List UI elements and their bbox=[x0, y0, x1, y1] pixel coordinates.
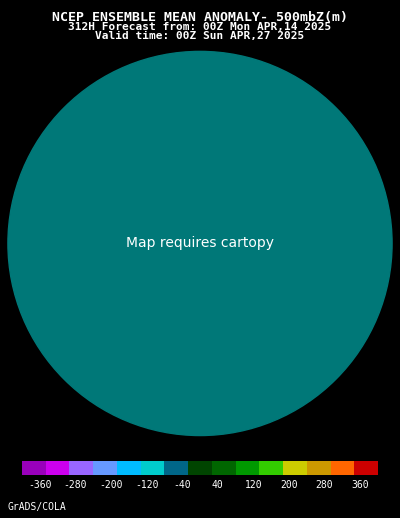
Text: 280: 280 bbox=[316, 480, 334, 490]
Text: 200: 200 bbox=[280, 480, 298, 490]
Text: 120: 120 bbox=[244, 480, 262, 490]
Bar bbox=[283, 461, 307, 474]
Bar bbox=[70, 461, 93, 474]
Bar bbox=[117, 461, 141, 474]
Bar bbox=[46, 461, 70, 474]
Text: -200: -200 bbox=[99, 480, 123, 490]
Text: 40: 40 bbox=[212, 480, 224, 490]
Bar bbox=[93, 461, 117, 474]
Text: -360: -360 bbox=[28, 480, 52, 490]
Polygon shape bbox=[13, 461, 22, 474]
Text: 312H Forecast from: 00Z Mon APR,14 2025: 312H Forecast from: 00Z Mon APR,14 2025 bbox=[68, 22, 332, 32]
Text: NCEP ENSEMBLE MEAN ANOMALY- 500mbZ(m): NCEP ENSEMBLE MEAN ANOMALY- 500mbZ(m) bbox=[52, 11, 348, 24]
Text: Map requires cartopy: Map requires cartopy bbox=[126, 236, 274, 251]
Bar bbox=[330, 461, 354, 474]
Bar bbox=[259, 461, 283, 474]
Bar bbox=[354, 461, 378, 474]
Polygon shape bbox=[378, 461, 387, 474]
Bar bbox=[22, 461, 46, 474]
Bar bbox=[188, 461, 212, 474]
Bar bbox=[141, 461, 164, 474]
Bar bbox=[236, 461, 259, 474]
Text: -280: -280 bbox=[64, 480, 87, 490]
Bar bbox=[212, 461, 236, 474]
Text: -40: -40 bbox=[173, 480, 191, 490]
Circle shape bbox=[8, 51, 392, 436]
Text: 360: 360 bbox=[351, 480, 369, 490]
Bar bbox=[307, 461, 330, 474]
Text: Valid time: 00Z Sun APR,27 2025: Valid time: 00Z Sun APR,27 2025 bbox=[95, 31, 305, 41]
Bar bbox=[164, 461, 188, 474]
Text: -120: -120 bbox=[135, 480, 158, 490]
Text: GrADS/COLA: GrADS/COLA bbox=[8, 502, 67, 512]
